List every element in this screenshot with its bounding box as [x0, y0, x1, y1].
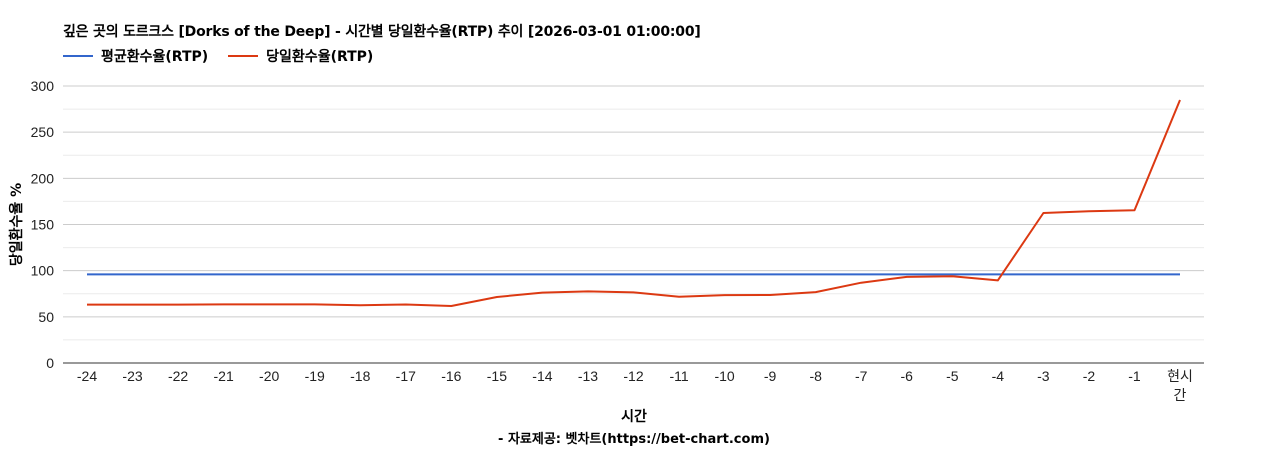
x-tick-label: -8 — [809, 368, 822, 384]
x-tick-label: -16 — [441, 368, 461, 384]
legend-label: 평균환수율(RTP) — [101, 49, 209, 65]
x-tick-label: -5 — [946, 368, 959, 384]
x-tick-label: -17 — [396, 368, 416, 384]
x-tick-label: -3 — [1037, 368, 1050, 384]
legend-item-daily-rtp[interactable]: 당일환수율(RTP) — [228, 46, 373, 66]
x-tick-label: -20 — [259, 368, 279, 384]
x-tick-label: -24 — [77, 368, 97, 384]
x-tick-label: -7 — [855, 368, 868, 384]
x-tick-label: -21 — [214, 368, 234, 384]
x-tick-label: -6 — [901, 368, 914, 384]
x-tick-label: -14 — [532, 368, 552, 384]
legend-line-icon — [228, 55, 259, 57]
y-tick-label: 0 — [46, 355, 54, 371]
x-tick-label: -13 — [578, 368, 598, 384]
y-tick-label: 250 — [31, 124, 55, 140]
x-tick-label: -15 — [487, 368, 507, 384]
x-tick-label: -11 — [669, 368, 688, 384]
y-tick-label: 300 — [31, 78, 55, 94]
x-tick-label: 간 — [1174, 388, 1187, 404]
x-tick-label: -19 — [305, 368, 325, 384]
chart-title: 깊은 곳의 도르크스 [Dorks of the Deep] - 시간별 당일환… — [63, 24, 701, 40]
y-tick-label: 150 — [31, 217, 55, 233]
y-tick-label: 100 — [31, 263, 55, 279]
x-axis-title: 시간 — [621, 409, 647, 425]
x-tick-label: -9 — [764, 368, 777, 384]
daily-rtp-line[interactable] — [87, 99, 1181, 307]
x-tick-label: -23 — [122, 368, 142, 384]
chart-legend: 평균환수율(RTP) 당일환수율(RTP) — [63, 46, 393, 66]
legend-line-icon — [63, 55, 93, 57]
x-tick-label: -1 — [1128, 368, 1141, 384]
x-tick-label: -18 — [350, 368, 370, 384]
x-tick-label: -4 — [992, 368, 1005, 384]
y-tick-label: 200 — [31, 170, 55, 186]
y-tick-label: 50 — [38, 309, 54, 325]
legend-item-average-rtp[interactable]: 평균환수율(RTP) — [63, 46, 208, 66]
x-tick-label: -10 — [714, 368, 734, 384]
y-axis-title: 당일환수율 % — [8, 183, 25, 266]
x-tick-label: -22 — [168, 368, 188, 384]
x-tick-label: 현시 — [1167, 369, 1193, 385]
x-tick-label: -2 — [1083, 368, 1096, 384]
legend-label: 당일환수율(RTP) — [266, 49, 374, 65]
x-tick-label: -12 — [623, 368, 643, 384]
data-credit: - 자료제공: 벳차트(https://bet-chart.com) — [498, 432, 770, 447]
